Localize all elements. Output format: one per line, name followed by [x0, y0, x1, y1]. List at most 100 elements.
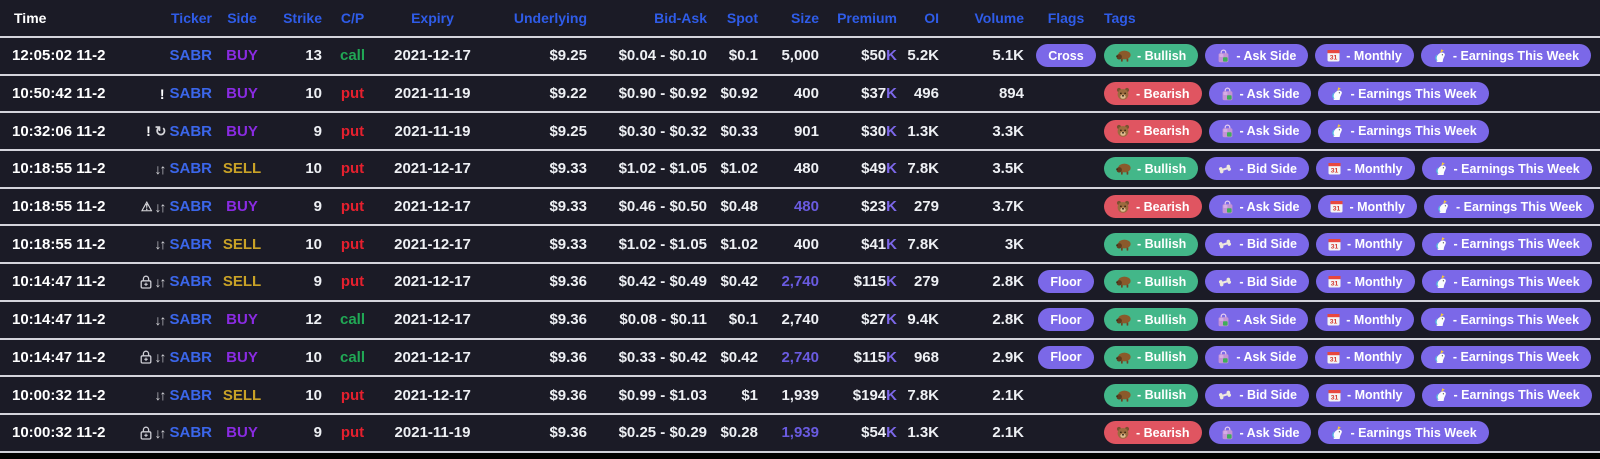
tag-pill-ask[interactable]: - Ask Side: [1208, 119, 1312, 143]
tag-pill-earnings[interactable]: - Earnings This Week: [1318, 82, 1489, 106]
tag-pill-bullish[interactable]: - Bullish: [1104, 308, 1199, 332]
tag-pill-ask[interactable]: - Ask Side: [1208, 421, 1312, 445]
tag-pill-bullish[interactable]: - Bullish: [1104, 232, 1199, 256]
tag-pill-bullish[interactable]: - Bullish: [1104, 270, 1199, 294]
table-row[interactable]: 10:00:32 11-2 ↓↑ SABR SELL 10 put 2021-1…: [0, 375, 1600, 413]
tag-pill-bid[interactable]: - Bid Side: [1205, 157, 1309, 181]
tag-pill-earnings[interactable]: - Earnings This Week: [1424, 195, 1595, 219]
ticker-link[interactable]: SABR: [169, 47, 212, 65]
ticker-link[interactable]: SABR: [169, 424, 212, 442]
column-header-cp[interactable]: C/P: [340, 10, 365, 26]
flag-pill-cross[interactable]: Cross: [1036, 44, 1096, 68]
ticker-cell[interactable]: ⚠ ↓↑ SABR: [126, 198, 212, 215]
tag-pill-monthly[interactable]: 31 - Monthly: [1315, 232, 1415, 256]
tag-label: - Bullish: [1137, 350, 1187, 365]
ticker-cell[interactable]: ↓↑ SABR: [126, 349, 212, 366]
ticker-link[interactable]: SABR: [169, 160, 212, 178]
column-header-bid_ask[interactable]: Bid-Ask: [654, 10, 707, 26]
table-row[interactable]: 10:00:32 11-2 ↓↑ SABR BUY 9 put 2021-11-…: [0, 412, 1600, 451]
flag-pill-floor[interactable]: Floor: [1038, 270, 1094, 294]
tag-pill-bearish[interactable]: - Bearish: [1104, 195, 1202, 219]
table-row[interactable]: 10:14:47 11-2 ↓↑ SABR SELL 9 put 2021-12…: [0, 262, 1600, 300]
tag-pill-earnings[interactable]: - Earnings This Week: [1421, 270, 1592, 294]
premium-amount: $30: [861, 122, 887, 140]
ticker-cell[interactable]: ↓↑ SABR: [126, 236, 212, 253]
tag-pill-monthly[interactable]: 31 - Monthly: [1318, 195, 1418, 219]
ticker-link[interactable]: SABR: [169, 311, 212, 329]
ticker-link[interactable]: SABR: [169, 85, 212, 103]
tag-pill-bearish[interactable]: - Bearish: [1104, 421, 1202, 445]
tag-pill-monthly[interactable]: 31 - Monthly: [1315, 308, 1414, 332]
ticker-cell[interactable]: ↓↑ SABR: [126, 160, 212, 177]
ticker-cell[interactable]: ↓↑ SABR: [126, 424, 212, 441]
bear-icon: [1116, 87, 1130, 101]
ticker-cell[interactable]: ! SABR: [126, 85, 212, 102]
tag-pill-ask[interactable]: - Ask Side: [1208, 82, 1312, 106]
flag-pill-floor[interactable]: Floor: [1038, 345, 1094, 369]
column-header-volume[interactable]: Volume: [974, 10, 1024, 26]
tag-pill-ask[interactable]: - Ask Side: [1208, 195, 1312, 219]
table-row[interactable]: 10:18:55 11-2 ↓↑ SABR SELL 10 put 2021-1…: [0, 149, 1600, 187]
tag-pill-earnings[interactable]: - Earnings This Week: [1318, 119, 1489, 143]
column-header-time[interactable]: Time: [14, 10, 47, 26]
tag-pill-bullish[interactable]: - Bullish: [1104, 157, 1199, 181]
ticker-link[interactable]: SABR: [169, 235, 212, 253]
tag-pill-monthly[interactable]: 31 - Monthly: [1315, 383, 1415, 407]
tag-pill-monthly[interactable]: 31 - Monthly: [1315, 270, 1415, 294]
tag-pill-earnings[interactable]: - Earnings This Week: [1420, 345, 1592, 369]
table-row[interactable]: 10:18:55 11-2 ↓↑ SABR SELL 10 put 2021-1…: [0, 224, 1600, 262]
ticker-link[interactable]: SABR: [169, 273, 212, 291]
ticker-cell[interactable]: SABR: [126, 47, 212, 64]
tag-pill-ask[interactable]: - Ask Side: [1205, 44, 1309, 68]
tag-pill-earnings[interactable]: - Earnings This Week: [1420, 308, 1592, 332]
column-header-expiry[interactable]: Expiry: [411, 10, 454, 26]
ticker-link[interactable]: SABR: [169, 122, 212, 140]
calendar-icon: 31: [1328, 389, 1341, 402]
ticker-cell[interactable]: ↓↑ SABR: [126, 387, 212, 404]
tag-pill-bullish[interactable]: - Bullish: [1104, 345, 1199, 369]
table-row[interactable]: 10:18:55 11-2 ⚠ ↓↑ SABR BUY 9 put 2021-12…: [0, 186, 1600, 225]
tag-pill-bid[interactable]: - Bid Side: [1205, 232, 1309, 256]
column-header-size[interactable]: Size: [790, 10, 819, 26]
bid-ask-value: $0.25 - $0.29: [618, 424, 707, 442]
ticker-link[interactable]: SABR: [169, 386, 212, 404]
ticker-cell[interactable]: ↓↑ SABR: [126, 311, 212, 328]
table-row[interactable]: 10:32:06 11-2 ! ↻ SABR BUY 9 put 2021-11-…: [0, 111, 1600, 149]
tag-pill-monthly[interactable]: 31 - Monthly: [1315, 345, 1414, 369]
tag-pill-monthly[interactable]: 31 - Monthly: [1315, 157, 1415, 181]
ticker-cell[interactable]: ↓↑ SABR: [126, 273, 212, 290]
table-row[interactable]: 10:14:47 11-2 ↓↑ SABR BUY 10 call 2021-1…: [0, 337, 1600, 376]
column-header-ticker[interactable]: Ticker: [171, 10, 212, 26]
column-header-premium[interactable]: Premium: [837, 10, 897, 26]
column-header-underlying[interactable]: Underlying: [513, 10, 587, 26]
tag-pill-earnings[interactable]: - Earnings This Week: [1318, 421, 1489, 445]
tag-pill-earnings[interactable]: - Earnings This Week: [1421, 383, 1592, 407]
tag-pill-monthly[interactable]: 31 - Monthly: [1315, 44, 1414, 68]
column-header-oi[interactable]: OI: [924, 10, 939, 26]
tag-pill-bearish[interactable]: - Bearish: [1104, 82, 1202, 106]
tag-pill-bullish[interactable]: - Bullish: [1104, 44, 1199, 68]
calendar-icon: 31: [1328, 275, 1341, 288]
table-row[interactable]: 12:05:02 11-2 SABR BUY 13 call 2021-12-1…: [0, 36, 1600, 74]
table-row[interactable]: 10:50:42 11-2 ! SABR BUY 10 put 2021-11-…: [0, 73, 1600, 112]
tag-pill-bearish[interactable]: - Bearish: [1104, 119, 1202, 143]
ticker-link[interactable]: SABR: [169, 198, 212, 216]
tag-pill-ask[interactable]: - Ask Side: [1205, 345, 1309, 369]
column-header-tags[interactable]: Tags: [1104, 10, 1136, 26]
column-header-flags[interactable]: Flags: [1047, 10, 1085, 26]
tag-pill-earnings[interactable]: - Earnings This Week: [1421, 232, 1592, 256]
table-row[interactable]: 10:14:47 11-2 ↓↑ SABR BUY 12 call 2021-1…: [0, 299, 1600, 338]
column-header-strike[interactable]: Strike: [283, 10, 322, 26]
tag-pill-earnings[interactable]: - Earnings This Week: [1421, 157, 1592, 181]
ticker-cell[interactable]: ! ↻ SABR: [126, 123, 212, 140]
ticker-link[interactable]: SABR: [169, 348, 212, 366]
column-header-spot[interactable]: Spot: [726, 10, 758, 26]
flag-pill-floor[interactable]: Floor: [1038, 308, 1094, 332]
tag-pill-earnings[interactable]: - Earnings This Week: [1420, 44, 1592, 68]
tag-pill-ask[interactable]: - Ask Side: [1205, 308, 1309, 332]
tag-pill-bullish[interactable]: - Bullish: [1104, 383, 1199, 407]
tag-pill-bid[interactable]: - Bid Side: [1205, 383, 1309, 407]
tag-pill-bid[interactable]: - Bid Side: [1205, 270, 1309, 294]
column-header-side[interactable]: Side: [227, 10, 257, 26]
open-interest-value: 279: [913, 273, 939, 291]
